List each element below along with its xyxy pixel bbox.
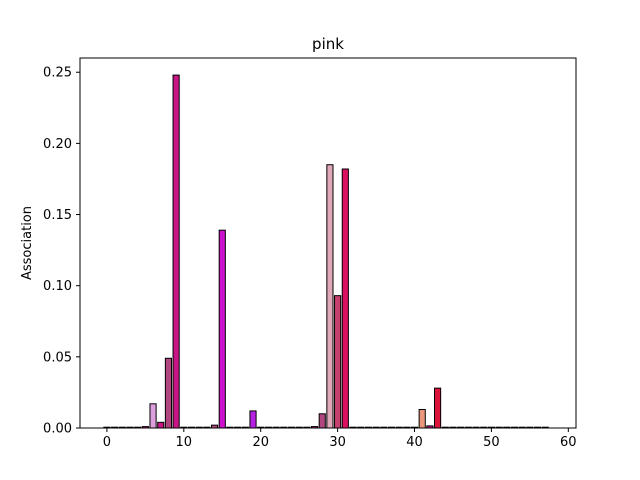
bar-29 <box>326 164 334 429</box>
chart-title: pink <box>312 35 344 53</box>
x-tick-label-0: 0 <box>103 435 111 450</box>
bar-43 <box>434 387 442 429</box>
y-tick-label-3: 0.15 <box>43 208 72 223</box>
y-axis-label: Association <box>20 206 35 280</box>
bars-group <box>103 74 549 429</box>
y-tick-label-2: 0.10 <box>43 279 72 294</box>
bar-28 <box>318 413 326 429</box>
y-tick-label-4: 0.20 <box>43 137 72 152</box>
plot-area-frame <box>79 57 577 429</box>
y-tick-label-0: 0.00 <box>43 422 72 437</box>
y-tick-label-1: 0.05 <box>43 350 72 365</box>
bar-30 <box>334 295 342 429</box>
bar-31 <box>341 168 349 429</box>
x-tick-label-5: 50 <box>483 435 500 450</box>
x-tick-label-2: 20 <box>252 435 269 450</box>
bar-19 <box>249 410 257 429</box>
bar-9 <box>172 74 180 429</box>
bar-8 <box>164 357 173 429</box>
x-axis-ticks: 0 10 20 30 40 50 60 <box>103 428 577 450</box>
x-tick-label-1: 10 <box>176 435 193 450</box>
bar-7 <box>157 421 165 429</box>
x-tick-label-6: 60 <box>560 435 577 450</box>
bar-15 <box>218 229 226 429</box>
x-tick-label-4: 40 <box>406 435 423 450</box>
bar-41 <box>418 409 426 429</box>
x-tick-label-3: 30 <box>329 435 346 450</box>
y-axis-ticks: 0.00 0.05 0.10 0.15 0.20 0.25 <box>43 66 80 437</box>
y-tick-label-5: 0.25 <box>43 66 72 81</box>
bar-6 <box>149 403 157 429</box>
